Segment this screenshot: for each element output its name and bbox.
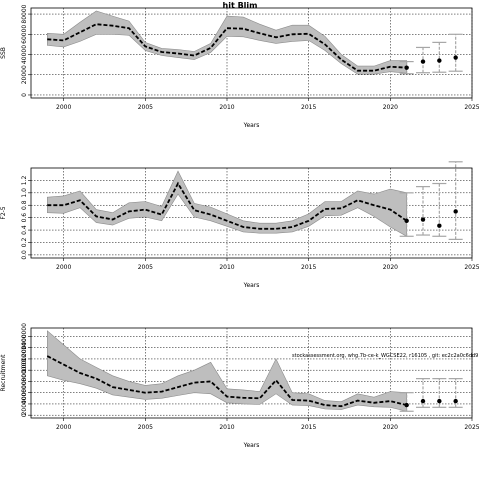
y-tick-label: 80000 xyxy=(21,4,28,23)
forecast-point xyxy=(453,398,458,404)
forecast-point xyxy=(437,58,442,63)
y-tick-label: 200000 xyxy=(21,392,28,415)
x-tick-label: 2010 xyxy=(219,104,234,111)
x-tick-label: 2010 xyxy=(219,264,234,271)
forecast-point xyxy=(453,55,458,60)
fishing-mortality-panel: 2000 2005 2010 2015 2020 2025 0.0 0.2 0.4 0.6 0.8 1… xyxy=(0,161,480,289)
x-axis-label: Years xyxy=(243,282,260,289)
stockassessment-annotation: stockassessment.org, whg.7b-ce-k_WGCSE22… xyxy=(292,353,478,359)
chart-title: hit Blim xyxy=(223,1,258,10)
y-tick-label: 600000 xyxy=(21,370,28,393)
x-tick-label: 2005 xyxy=(138,264,153,271)
forecast-point xyxy=(404,65,409,70)
forecast-point xyxy=(437,223,442,228)
confidence-band xyxy=(46,10,408,75)
forecast-point xyxy=(453,209,458,214)
x-tick-label: 2005 xyxy=(138,424,153,431)
x-tick-label: 2020 xyxy=(383,264,398,271)
ssb-panel: 2000 2005 2010 2015 2020 2025 0 200004000060000… xyxy=(0,4,480,129)
plot-frame xyxy=(30,167,473,259)
y-tick-label: 0 xyxy=(21,93,28,97)
forecast-point xyxy=(404,218,409,223)
forecast-point xyxy=(420,398,426,404)
estimate-line xyxy=(47,23,407,72)
y-axis-label: F2-5 xyxy=(0,206,7,219)
x-tick-label: 2005 xyxy=(138,104,153,111)
x-tick-label: 2015 xyxy=(301,424,316,431)
forecast-point xyxy=(437,398,442,404)
y-tick-label: 1200000 xyxy=(21,334,28,361)
x-axis-label: Years xyxy=(243,442,260,449)
forecast-point xyxy=(420,217,426,222)
y-tick-label: 1.0 xyxy=(21,188,28,198)
y-tick-label: 0.8 xyxy=(21,200,28,210)
x-tick-label: 2025 xyxy=(464,264,479,271)
y-tick-label: 0.0 xyxy=(21,250,28,260)
y-tick-label: 40000 xyxy=(21,45,28,64)
x-tick-label: 2000 xyxy=(56,264,71,271)
y-tick-label: 1400000 xyxy=(21,323,28,350)
x-tick-label: 2025 xyxy=(464,424,479,431)
y-axis-label: Recruitment xyxy=(0,354,7,392)
plot-frame xyxy=(30,7,473,99)
x-tick-label: 2000 xyxy=(56,104,71,111)
x-axis-label: Years xyxy=(243,122,260,129)
x-tick-label: 2015 xyxy=(301,264,316,271)
estimate-line xyxy=(46,355,407,408)
estimate-line xyxy=(47,181,408,230)
y-axis-label: SSB xyxy=(0,47,7,59)
plot-frame xyxy=(30,327,473,419)
y-tick-label: 1000000 xyxy=(21,345,28,372)
x-tick-label: 2015 xyxy=(301,104,316,111)
y-tick-label: 0.2 xyxy=(21,238,28,248)
recruitment-panel: 2000 2005 2010 2015 2020 2025 0200000400000600… xyxy=(0,323,480,449)
forecast-point xyxy=(420,59,426,64)
y-tick-label: 1.2 xyxy=(21,175,28,185)
y-tick-label: 0 xyxy=(21,413,28,417)
y-tick-label: 0.4 xyxy=(21,225,28,235)
forecast-point xyxy=(404,402,409,408)
y-tick-label: 800000 xyxy=(21,359,28,382)
x-tick-label: 2000 xyxy=(56,424,71,431)
x-tick-label: 2020 xyxy=(383,424,398,431)
y-tick-label: 400000 xyxy=(21,381,28,404)
x-tick-label: 2010 xyxy=(219,424,234,431)
x-tick-label: 2020 xyxy=(383,104,398,111)
x-tick-label: 2025 xyxy=(464,104,479,111)
y-tick-label: 20000 xyxy=(21,65,28,84)
y-tick-label: 60000 xyxy=(21,25,28,44)
y-tick-label: 0.6 xyxy=(21,213,28,223)
